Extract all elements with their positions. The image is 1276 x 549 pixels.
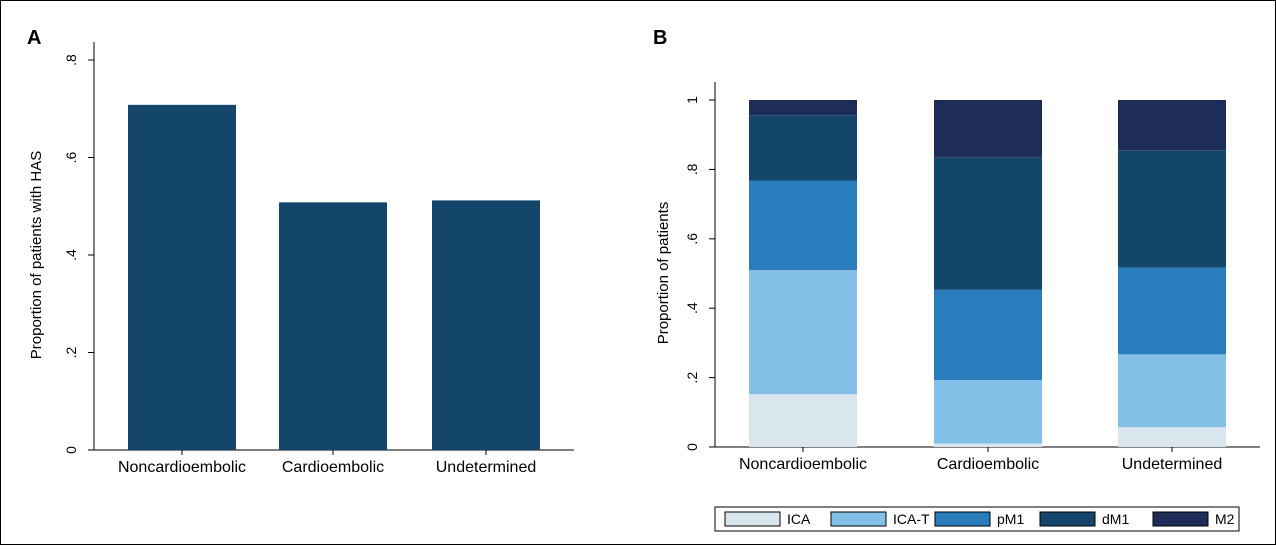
chart-a-y-tick-label: .4: [63, 249, 79, 261]
chart-b-segment-ica-noncardioembolic: [749, 394, 857, 447]
chart-b-y-tick-label: .2: [684, 372, 700, 384]
chart-a-bar-undetermined: [432, 200, 540, 450]
chart-a-y-tick-label: .8: [63, 54, 79, 66]
chart-b-x-tick-label: Cardioembolic: [937, 456, 1039, 473]
chart-b-legend-swatch-dm1: [1039, 511, 1096, 527]
panel-b-letter: B: [653, 27, 667, 49]
chart-a-y-tick-label: .2: [63, 346, 79, 358]
chart-b-legend-label: ICA: [787, 511, 811, 527]
chart-a-bar-cardioembolic: [279, 202, 387, 450]
chart-b-legend-swatch-ica: [724, 511, 781, 527]
chart-b-segment-pm1-noncardioembolic: [749, 180, 857, 271]
chart-b-legend-swatch-pm1: [934, 511, 991, 527]
chart-b-y-tick-label: .6: [684, 233, 700, 245]
chart-b-legend-swatch-m2: [1152, 511, 1209, 527]
panel-a-letter: A: [27, 27, 41, 49]
chart-b-legend-label: ICA-T: [893, 511, 930, 527]
chart-a-bar-noncardioembolic: [128, 104, 236, 450]
chart-b-legend-box: [714, 506, 1240, 532]
chart-b-segment-m2-undetermined: [1118, 100, 1226, 151]
chart-b-legend-label: M2: [1215, 511, 1235, 527]
chart-a-x-tick-label: Undetermined: [436, 459, 537, 476]
chart-b-segment-dm1-noncardioembolic: [749, 115, 857, 181]
chart-b-y-axis-label: Proportion of patients: [655, 202, 672, 345]
chart-a-y-tick-label: 0: [63, 446, 79, 454]
chart-b-legend-swatch-ica-t: [830, 511, 887, 527]
chart-b-segment-m2-noncardioembolic: [749, 100, 857, 116]
chart-b-segment-m2-cardioembolic: [934, 100, 1042, 158]
chart-b-segment-dm1-undetermined: [1118, 150, 1226, 268]
chart-b-segment-ica-t-undetermined: [1118, 354, 1226, 428]
chart-b: Proportion of patients 0 .2 .4 .6 .8 1 Noncard…: [655, 82, 1260, 473]
chart-b-x-tick-label: Noncardioembolic: [739, 456, 867, 473]
chart-b-legend: ICA ICA-T pM1 dM1 M2: [714, 506, 1240, 532]
chart-b-y-tick-label: .8: [684, 163, 700, 175]
chart-a-y-axis-label: Proportion of patients with HAS: [28, 151, 45, 359]
chart-b-segment-ica-t-noncardioembolic: [749, 270, 857, 395]
chart-b-y-tick-label: 1: [684, 96, 700, 104]
chart-b-y-tick-label: 0: [684, 443, 700, 451]
chart-b-segment-dm1-cardioembolic: [934, 157, 1042, 290]
chart-a-y-tick-label: .6: [63, 151, 79, 163]
chart-b-x-tick-label: Undetermined: [1122, 456, 1223, 473]
chart-b-legend-label: dM1: [1102, 511, 1129, 527]
chart-b-segment-ica-undetermined: [1118, 427, 1226, 447]
chart-a-x-tick-label: Noncardioembolic: [118, 459, 246, 476]
chart-b-segment-pm1-cardioembolic: [934, 289, 1042, 381]
chart-b-segment-pm1-undetermined: [1118, 267, 1226, 355]
chart-b-segment-ica-cardioembolic: [934, 443, 1042, 447]
chart-a-x-tick-label: Cardioembolic: [282, 459, 384, 476]
chart-b-y-tick-label: .4: [684, 302, 700, 314]
chart-b-segment-ica-t-cardioembolic: [934, 380, 1042, 444]
chart-b-legend-label: pM1: [997, 511, 1024, 527]
chart-a: Proportion of patients with HAS 0 .2 .4 .6.…: [28, 42, 574, 476]
